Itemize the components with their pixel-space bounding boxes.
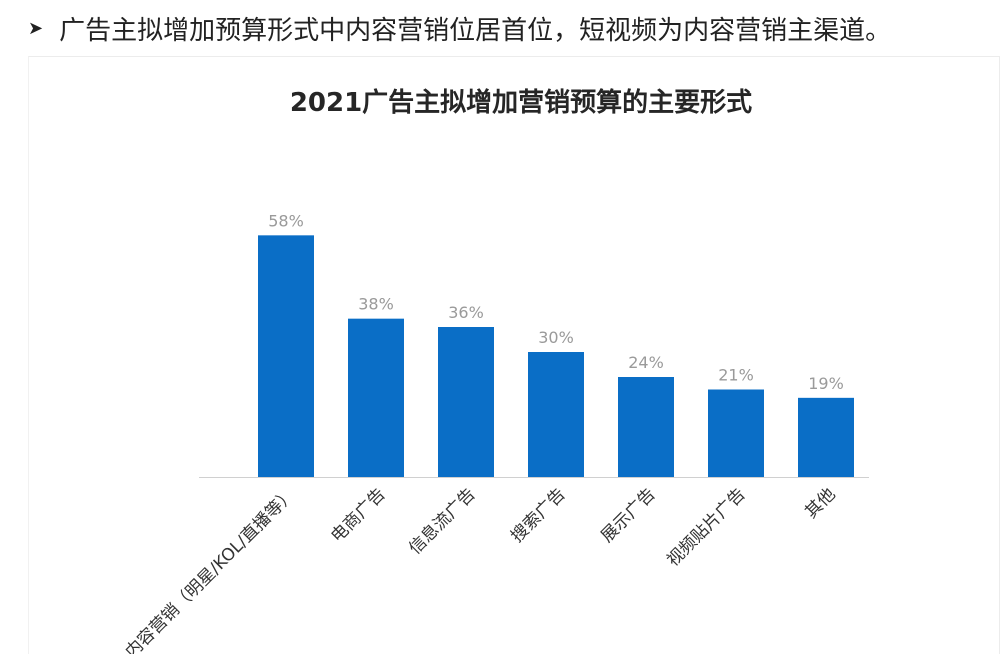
- bar: [258, 235, 314, 477]
- chart-card: 2021广告主拟增加营销预算的主要形式 58% 内容营销（明星/KOL/直播等） 3…: [28, 56, 1000, 654]
- category-label: 电商广告: [327, 484, 389, 546]
- data-label: 30%: [538, 328, 574, 347]
- bar: [708, 389, 764, 477]
- data-label: 38%: [358, 295, 394, 314]
- data-label: 21%: [718, 366, 754, 385]
- bar: [528, 352, 584, 477]
- data-label: 19%: [808, 374, 844, 393]
- category-label: 展示广告: [597, 484, 659, 546]
- bar: [798, 397, 854, 477]
- category-label: 视频贴片广告: [663, 484, 749, 570]
- bar-chart: 2021广告主拟增加营销预算的主要形式 58% 内容营销（明星/KOL/直播等） 3…: [122, 87, 869, 654]
- bar: [618, 377, 674, 477]
- headline: ➤ 广告主拟增加预算形式中内容营销位居首位，短视频为内容营销主渠道。: [28, 8, 891, 48]
- category-label: 搜索广告: [507, 484, 569, 546]
- data-label: 24%: [628, 353, 664, 372]
- chart-title: 2021广告主拟增加营销预算的主要形式: [290, 87, 752, 118]
- category-label: 内容营销（明星/KOL/直播等）: [122, 484, 300, 654]
- bar: [348, 318, 404, 477]
- headline-text: 广告主拟增加预算形式中内容营销位居首位，短视频为内容营销主渠道。: [59, 15, 892, 46]
- category-label: 其他: [801, 484, 839, 522]
- bar: [438, 327, 494, 477]
- arrowhead-bullet-icon: ➤: [28, 17, 44, 39]
- category-label: 信息流广告: [405, 484, 479, 558]
- data-label: 58%: [268, 211, 304, 230]
- data-label: 36%: [448, 303, 484, 322]
